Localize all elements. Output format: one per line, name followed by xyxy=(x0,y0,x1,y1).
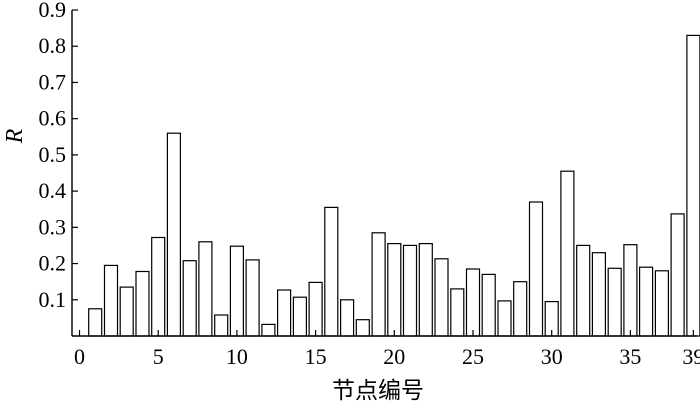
y-tick-label: 0.2 xyxy=(39,251,67,276)
bar-node-4 xyxy=(135,270,150,337)
bar-node-8 xyxy=(198,241,213,337)
bar-node-11 xyxy=(245,259,260,337)
bar-node-39 xyxy=(686,34,700,337)
bar-node-7 xyxy=(182,260,197,337)
bar-node-14 xyxy=(292,296,307,337)
x-tick-label: 10 xyxy=(226,344,248,369)
bar-node-12 xyxy=(261,323,276,337)
bar-node-10 xyxy=(229,245,244,337)
bar-node-13 xyxy=(277,289,292,337)
bar-node-36 xyxy=(638,266,654,337)
y-tick-label: 0.8 xyxy=(39,33,67,58)
x-tick-label: 5 xyxy=(153,344,164,369)
bar-node-18 xyxy=(355,319,370,337)
bar-node-21 xyxy=(402,244,418,337)
bar-node-33 xyxy=(591,252,607,337)
y-tick-label: 0.9 xyxy=(39,0,67,22)
x-axis-title: 节点编号 xyxy=(332,378,424,404)
x-tick-label: 25 xyxy=(462,344,484,369)
bar-node-38 xyxy=(670,213,685,337)
bar-node-34 xyxy=(607,267,622,337)
axes-group xyxy=(71,10,697,337)
bar-node-5 xyxy=(151,236,166,337)
bar-node-37 xyxy=(654,270,670,337)
bar-node-15 xyxy=(308,281,323,337)
bar-node-26 xyxy=(481,273,496,337)
bar-node-27 xyxy=(497,300,512,337)
bar-node-19 xyxy=(371,232,386,337)
bar-node-17 xyxy=(340,299,355,337)
bar-node-9 xyxy=(214,314,229,337)
bar-node-35 xyxy=(623,244,638,337)
bar-node-24 xyxy=(450,288,465,337)
bar-node-23 xyxy=(434,258,449,337)
y-tick-label: 0.4 xyxy=(39,178,67,203)
bar-node-28 xyxy=(513,281,528,337)
x-ticks-group: 0 5 10 15 20 25 30 35 39 xyxy=(74,330,700,369)
bar-node-3 xyxy=(119,286,134,337)
x-tick-label: 30 xyxy=(541,344,563,369)
x-tick-label: 20 xyxy=(383,344,405,369)
y-ticks-group: 0.1 0.2 0.3 0.4 0.5 0.6 0.7 0.8 0.9 xyxy=(39,0,78,312)
y-tick-label: 0.6 xyxy=(39,106,67,131)
x-tick-label: 15 xyxy=(305,344,327,369)
y-axis-title: R xyxy=(2,128,28,144)
x-tick-label: 35 xyxy=(619,344,641,369)
bar-node-31 xyxy=(560,170,575,337)
bar-node-25 xyxy=(465,268,481,337)
y-tick-label: 0.7 xyxy=(39,69,67,94)
y-tick-label: 0.5 xyxy=(39,142,67,167)
bar-node-22 xyxy=(418,243,433,337)
y-tick-label: 0.3 xyxy=(39,214,67,239)
bar-node-29 xyxy=(528,201,544,337)
x-tick-label: 0 xyxy=(74,344,85,369)
bar-node-16 xyxy=(324,206,339,337)
bars-group xyxy=(88,34,700,337)
bar-node-6 xyxy=(166,132,181,337)
bar-node-32 xyxy=(576,244,591,337)
bar-node-1 xyxy=(88,308,103,337)
bar-node-20 xyxy=(387,243,402,337)
x-tick-label: 39 xyxy=(682,344,700,369)
bar-node-2 xyxy=(103,264,119,337)
y-tick-label: 0.1 xyxy=(39,287,67,312)
